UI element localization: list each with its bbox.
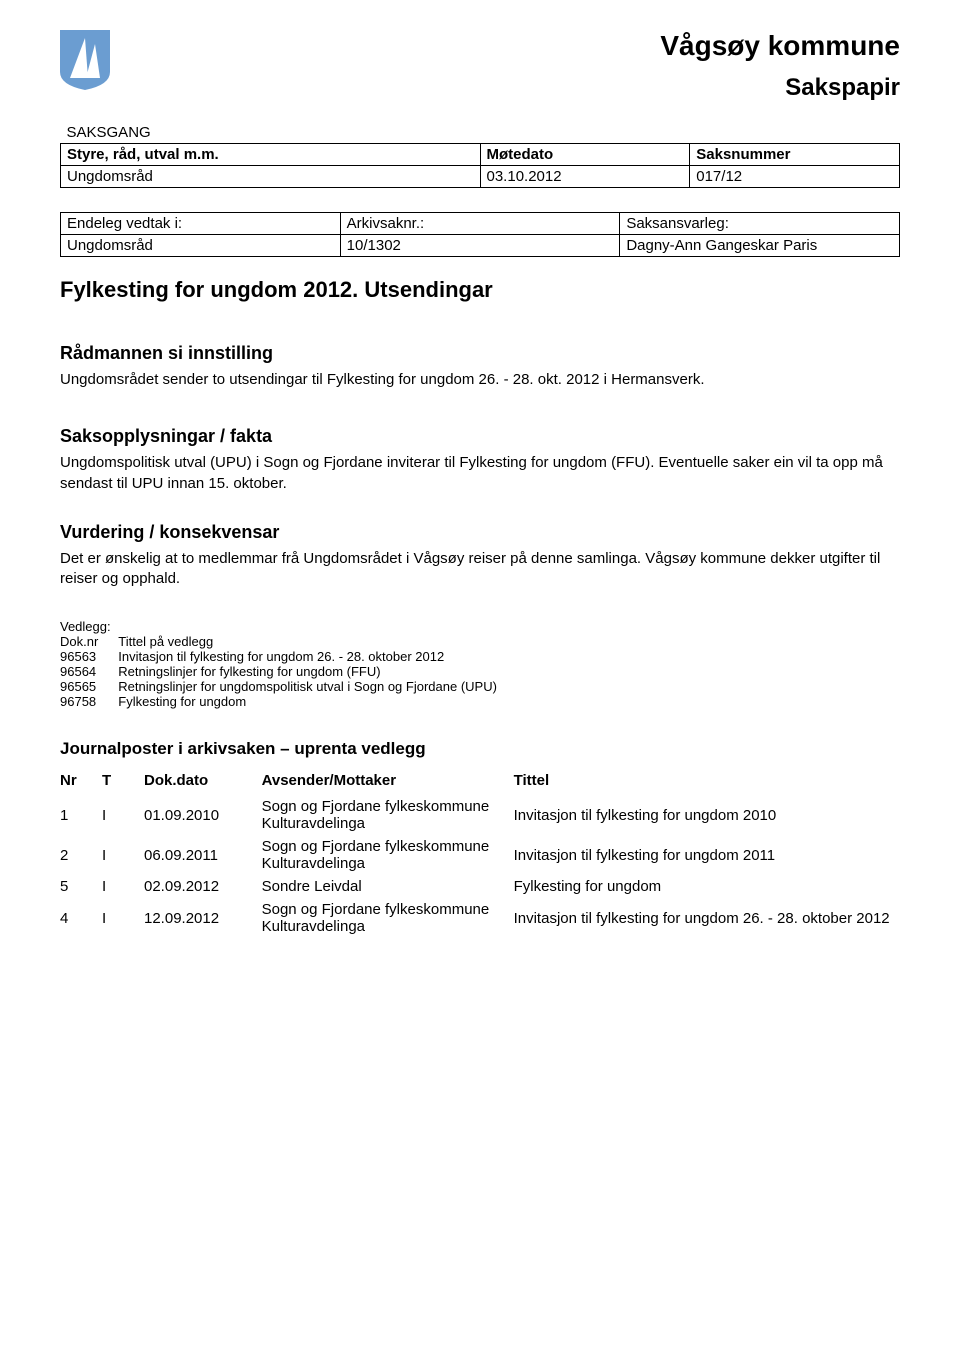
vedlegg-doknr: 96758 <box>60 694 118 709</box>
jp-dato: 12.09.2012 <box>144 898 262 938</box>
jp-nr: 1 <box>60 795 102 835</box>
vedlegg-title: Invitasjon til fylkesting for ungdom 26.… <box>118 649 517 664</box>
saksgang-cell: 03.10.2012 <box>480 166 690 188</box>
vedlegg-label: Vedlegg: <box>60 619 900 634</box>
document-type: Sakspapir <box>660 74 900 102</box>
vedlegg-doknr: 96563 <box>60 649 118 664</box>
meta-cell: 10/1302 <box>340 235 620 257</box>
meta-row: Ungdomsråd 10/1302 Dagny-Ann Gangeskar P… <box>61 235 900 257</box>
saksgang-header-row: Styre, råd, utval m.m. Møtedato Saksnumm… <box>61 144 900 166</box>
meta-cell: Endeleg vedtak i: <box>61 213 341 235</box>
vedlegg-doknr: 96565 <box>60 679 118 694</box>
jp-t: I <box>102 898 144 938</box>
jp-avs: Sogn og Fjordane fylkeskommune Kulturavd… <box>262 898 514 938</box>
meta-cell: Ungdomsråd <box>61 235 341 257</box>
jp-row: 5 I 02.09.2012 Sondre Leivdal Fylkesting… <box>60 875 900 898</box>
jp-col-t: T <box>102 769 144 795</box>
jp-header-row: Nr T Dok.dato Avsender/Mottaker Tittel <box>60 769 900 795</box>
saksgang-title: SAKSGANG <box>61 122 900 144</box>
journalposter-table: Nr T Dok.dato Avsender/Mottaker Tittel 1… <box>60 769 900 938</box>
innstilling-heading: Rådmannen si innstilling <box>60 343 900 364</box>
jp-tittel: Fylkesting for ungdom <box>514 875 900 898</box>
jp-t: I <box>102 795 144 835</box>
innstilling-text: Ungdomsrådet sender to utsendingar til F… <box>60 370 900 390</box>
jp-dato: 01.09.2010 <box>144 795 262 835</box>
vedlegg-title: Fylkesting for ungdom <box>118 694 517 709</box>
jp-dato: 06.09.2011 <box>144 835 262 875</box>
vedlegg-row: 96565 Retningslinjer for ungdomspolitisk… <box>60 679 517 694</box>
header-row: Vågsøy kommune Sakspapir <box>60 30 900 122</box>
saksgang-table: SAKSGANG Styre, råd, utval m.m. Møtedato… <box>60 122 900 188</box>
jp-tittel: Invitasjon til fylkesting for ungdom 26.… <box>514 898 900 938</box>
org-name: Vågsøy kommune <box>660 30 900 62</box>
meta-cell: Arkivsaknr.: <box>340 213 620 235</box>
jp-nr: 4 <box>60 898 102 938</box>
saksgang-cell: Ungdomsråd <box>61 166 481 188</box>
jp-row: 1 I 01.09.2010 Sogn og Fjordane fylkesko… <box>60 795 900 835</box>
jp-col-tittel: Tittel <box>514 769 900 795</box>
vedlegg-doknr: 96564 <box>60 664 118 679</box>
jp-nr: 2 <box>60 835 102 875</box>
vedlegg-block: Vedlegg: Dok.nr Tittel på vedlegg 96563 … <box>60 619 900 709</box>
journalposter-heading: Journalposter i arkivsaken – uprenta ved… <box>60 739 900 759</box>
vedlegg-row: 96758 Fylkesting for ungdom <box>60 694 517 709</box>
jp-row: 2 I 06.09.2011 Sogn og Fjordane fylkesko… <box>60 835 900 875</box>
jp-nr: 5 <box>60 875 102 898</box>
jp-tittel: Invitasjon til fylkesting for ungdom 201… <box>514 795 900 835</box>
saksgang-col-1: Styre, råd, utval m.m. <box>61 144 481 166</box>
jp-col-dato: Dok.dato <box>144 769 262 795</box>
vedlegg-table: Dok.nr Tittel på vedlegg 96563 Invitasjo… <box>60 634 517 709</box>
vedlegg-row: 96564 Retningslinjer for fylkesting for … <box>60 664 517 679</box>
jp-tittel: Invitasjon til fylkesting for ungdom 201… <box>514 835 900 875</box>
document-title: Fylkesting for ungdom 2012. Utsendingar <box>60 277 900 303</box>
fakta-heading: Saksopplysningar / fakta <box>60 426 900 447</box>
municipality-logo <box>60 30 120 95</box>
saksgang-col-2: Møtedato <box>480 144 690 166</box>
jp-col-nr: Nr <box>60 769 102 795</box>
jp-row: 4 I 12.09.2012 Sogn og Fjordane fylkesko… <box>60 898 900 938</box>
jp-dato: 02.09.2012 <box>144 875 262 898</box>
vedlegg-col-header: Tittel på vedlegg <box>118 634 517 649</box>
header-text: Vågsøy kommune Sakspapir <box>660 30 900 102</box>
vedlegg-title: Retningslinjer for fylkesting for ungdom… <box>118 664 517 679</box>
vedlegg-col-header: Dok.nr <box>60 634 118 649</box>
meta-cell: Dagny-Ann Gangeskar Paris <box>620 235 900 257</box>
vedlegg-title: Retningslinjer for ungdomspolitisk utval… <box>118 679 517 694</box>
meta-row: Endeleg vedtak i: Arkivsaknr.: Saksansva… <box>61 213 900 235</box>
vurdering-heading: Vurdering / konsekvensar <box>60 522 900 543</box>
fakta-text: Ungdomspolitisk utval (UPU) i Sogn og Fj… <box>60 453 900 494</box>
saksgang-col-3: Saksnummer <box>690 144 900 166</box>
jp-avs: Sogn og Fjordane fylkeskommune Kulturavd… <box>262 795 514 835</box>
jp-t: I <box>102 835 144 875</box>
jp-t: I <box>102 875 144 898</box>
vedlegg-row: 96563 Invitasjon til fylkesting for ungd… <box>60 649 517 664</box>
jp-avs: Sogn og Fjordane fylkeskommune Kulturavd… <box>262 835 514 875</box>
meta-table: Endeleg vedtak i: Arkivsaknr.: Saksansva… <box>60 212 900 257</box>
saksgang-cell: 017/12 <box>690 166 900 188</box>
vurdering-text: Det er ønskelig at to medlemmar frå Ungd… <box>60 549 900 590</box>
meta-cell: Saksansvarleg: <box>620 213 900 235</box>
saksgang-row: Ungdomsråd 03.10.2012 017/12 <box>61 166 900 188</box>
jp-col-avs: Avsender/Mottaker <box>262 769 514 795</box>
jp-avs: Sondre Leivdal <box>262 875 514 898</box>
